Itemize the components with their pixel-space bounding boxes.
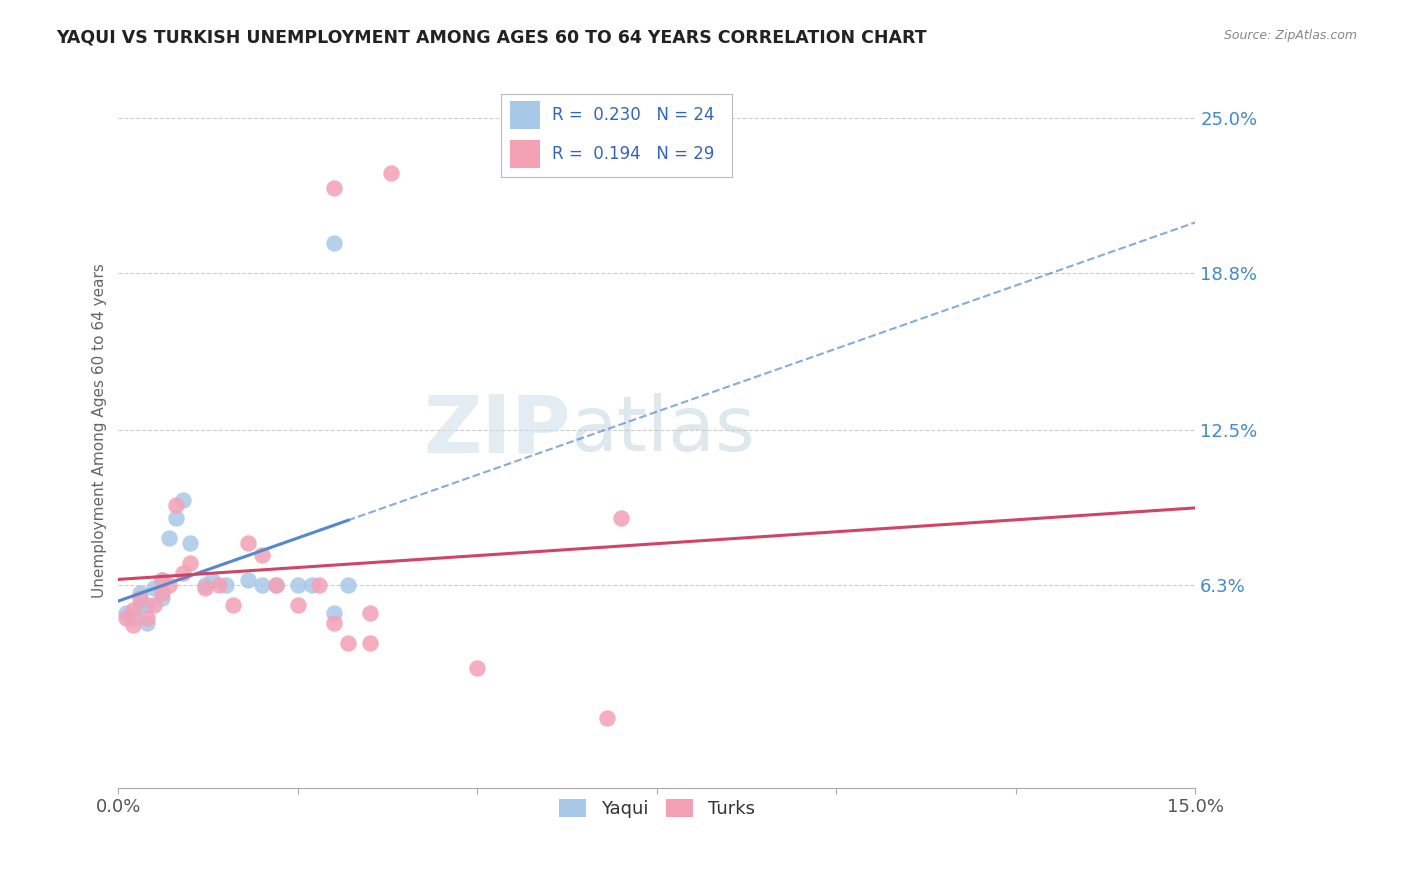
Point [194, 581, 217, 595]
Point [250, 549, 273, 563]
Point [236, 574, 259, 588]
Point [287, 578, 309, 592]
Point [322, 235, 344, 250]
Point [194, 578, 217, 592]
Point [308, 578, 330, 592]
Point [150, 586, 173, 600]
Text: ZIP: ZIP [423, 392, 571, 469]
Legend: Yaqui, Turks: Yaqui, Turks [551, 791, 762, 825]
Point [322, 181, 344, 195]
Point [250, 578, 273, 592]
Point [121, 603, 143, 617]
Point [222, 599, 245, 613]
Point [121, 618, 143, 632]
Point [129, 586, 152, 600]
Point [467, 661, 489, 675]
Y-axis label: Unemployment Among Ages 60 to 64 years: Unemployment Among Ages 60 to 64 years [93, 263, 107, 598]
Point [143, 599, 166, 613]
Text: Source: ZipAtlas.com: Source: ZipAtlas.com [1223, 29, 1357, 42]
Point [301, 578, 323, 592]
Point [322, 615, 344, 630]
Point [165, 511, 187, 525]
Point [359, 636, 381, 650]
Point [136, 599, 159, 613]
Point [129, 599, 152, 613]
Point [201, 574, 224, 588]
Point [150, 574, 173, 588]
Point [266, 578, 288, 592]
Point [121, 611, 143, 625]
Point [380, 166, 402, 180]
Point [179, 536, 201, 550]
Point [114, 606, 136, 620]
Point [150, 591, 173, 605]
Point [179, 556, 201, 570]
Point [337, 578, 360, 592]
Point [172, 493, 194, 508]
Point [143, 581, 166, 595]
Point [172, 566, 194, 580]
Point [359, 606, 381, 620]
Point [150, 574, 173, 588]
Point [595, 711, 617, 725]
Point [165, 499, 187, 513]
Point [157, 531, 180, 545]
Point [236, 536, 259, 550]
Point [322, 606, 344, 620]
Point [129, 591, 152, 605]
Point [114, 611, 136, 625]
Point [157, 578, 180, 592]
Point [287, 599, 309, 613]
Point [215, 578, 238, 592]
Point [266, 578, 288, 592]
Point [136, 615, 159, 630]
Point [610, 511, 633, 525]
Point [208, 578, 231, 592]
Point [136, 611, 159, 625]
Point [337, 636, 360, 650]
Text: atlas: atlas [571, 393, 755, 467]
Text: YAQUI VS TURKISH UNEMPLOYMENT AMONG AGES 60 TO 64 YEARS CORRELATION CHART: YAQUI VS TURKISH UNEMPLOYMENT AMONG AGES… [56, 29, 927, 46]
